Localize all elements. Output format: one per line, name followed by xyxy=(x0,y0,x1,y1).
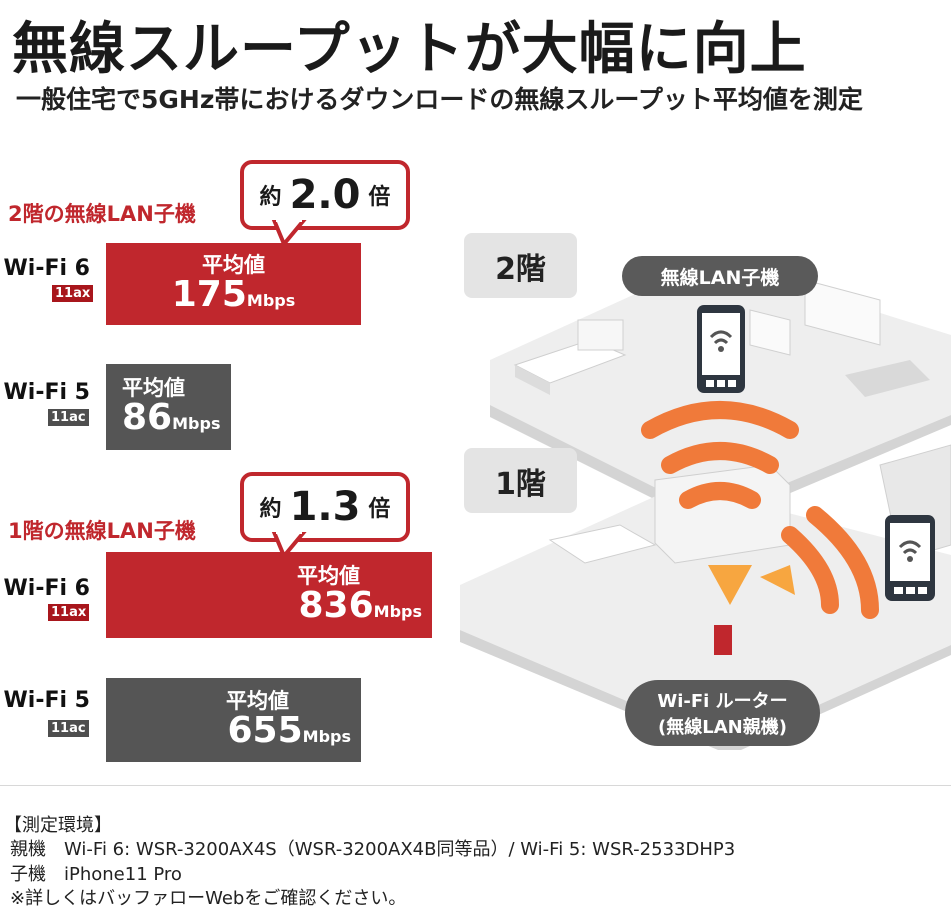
client-phone-1f xyxy=(885,515,935,601)
series-tag: 11ax xyxy=(48,604,90,621)
ratio-callout-2f: 約 2.0 倍 xyxy=(240,160,410,230)
dining-table xyxy=(548,524,657,564)
footer-heading: 【測定環境】 xyxy=(4,815,112,836)
callout-tail xyxy=(271,532,307,558)
bar-wifi6-1f: 平均値 836Mbps xyxy=(106,552,432,638)
series-name: Wi-Fi 6 xyxy=(3,576,90,601)
client-label: 無線LAN子機 xyxy=(660,266,780,289)
bar-wifi5-1f: 平均値 655Mbps xyxy=(106,678,361,762)
bar-value: 175 xyxy=(171,274,247,316)
bar-wifi6-2f: 平均値 175Mbps xyxy=(106,243,361,325)
router-label-line2: (無線LAN親機) xyxy=(658,717,787,738)
series-name: Wi-Fi 5 xyxy=(3,380,90,405)
series-tag: 11ax xyxy=(52,285,94,302)
group-label-2f: 2階の無線LAN子機 xyxy=(8,202,196,226)
series-tag: 11ac xyxy=(48,409,89,426)
page-title: 無線スループットが大幅に向上 xyxy=(12,17,807,82)
bar-wifi5-2f: 平均値 86Mbps xyxy=(106,364,231,450)
kitchen-counter xyxy=(654,464,791,564)
bar-label: 平均値 xyxy=(226,689,289,714)
shelf xyxy=(804,279,881,346)
bar-value: 655 xyxy=(227,710,303,752)
series-tag: 11ac xyxy=(48,720,89,737)
signal-waves xyxy=(641,401,879,619)
footer-line-3: ※詳しくはバッファローWebをご確認ください。 xyxy=(10,888,407,909)
bar-unit: Mbps xyxy=(172,414,221,434)
bar-label: 平均値 xyxy=(202,253,265,278)
callout-prefix: 約 xyxy=(259,185,282,210)
router-label-line1: Wi-Fi ルーター xyxy=(657,691,788,712)
bar-unit: Mbps xyxy=(302,727,351,747)
series-name: Wi-Fi 5 xyxy=(3,688,90,713)
stair-opening xyxy=(845,360,930,397)
footer-divider xyxy=(0,785,951,786)
bar-unit: Mbps xyxy=(246,291,296,311)
client-phone-2f xyxy=(697,305,745,393)
bed xyxy=(513,339,627,384)
desk xyxy=(749,309,791,356)
page-subtitle: 一般住宅で5GHz帯におけるダウンロードの無線スループット平均値を測定 xyxy=(16,85,863,114)
bed-side xyxy=(515,365,550,395)
floor-1-edge xyxy=(460,630,951,750)
floor-2-badge: 2階 xyxy=(464,233,577,298)
bar-value: 86 xyxy=(122,397,173,439)
client-label-pill: 無線LAN子機 xyxy=(622,256,818,296)
callout-value: 1.3 xyxy=(289,484,361,530)
callout-value: 2.0 xyxy=(289,172,361,218)
footer-line-1: 親機 Wi-Fi 6: WSR-3200AX4S（WSR-3200AX4B同等品… xyxy=(10,839,736,860)
callout-suffix: 倍 xyxy=(368,497,391,522)
callout-prefix: 約 xyxy=(259,497,282,522)
bed-headboard xyxy=(577,319,624,351)
bar-label: 平均値 xyxy=(297,564,360,589)
group-label-1f: 1階の無線LAN子機 xyxy=(8,519,196,543)
ratio-callout-1f: 約 1.3 倍 xyxy=(240,472,410,542)
callout-suffix: 倍 xyxy=(368,185,391,210)
floor-1-badge: 1階 xyxy=(464,448,577,513)
callout-tail xyxy=(271,220,307,246)
house-illustration xyxy=(460,260,951,750)
footer-line-2: 子機 iPhone11 Pro xyxy=(10,864,182,885)
router-device xyxy=(714,625,732,655)
bar-label: 平均値 xyxy=(122,376,185,401)
bar-unit: Mbps xyxy=(373,602,422,622)
router-label-pill: Wi-Fi ルーター (無線LAN親機) xyxy=(625,680,820,746)
bar-value: 836 xyxy=(298,585,374,627)
series-name: Wi-Fi 6 xyxy=(3,256,90,281)
